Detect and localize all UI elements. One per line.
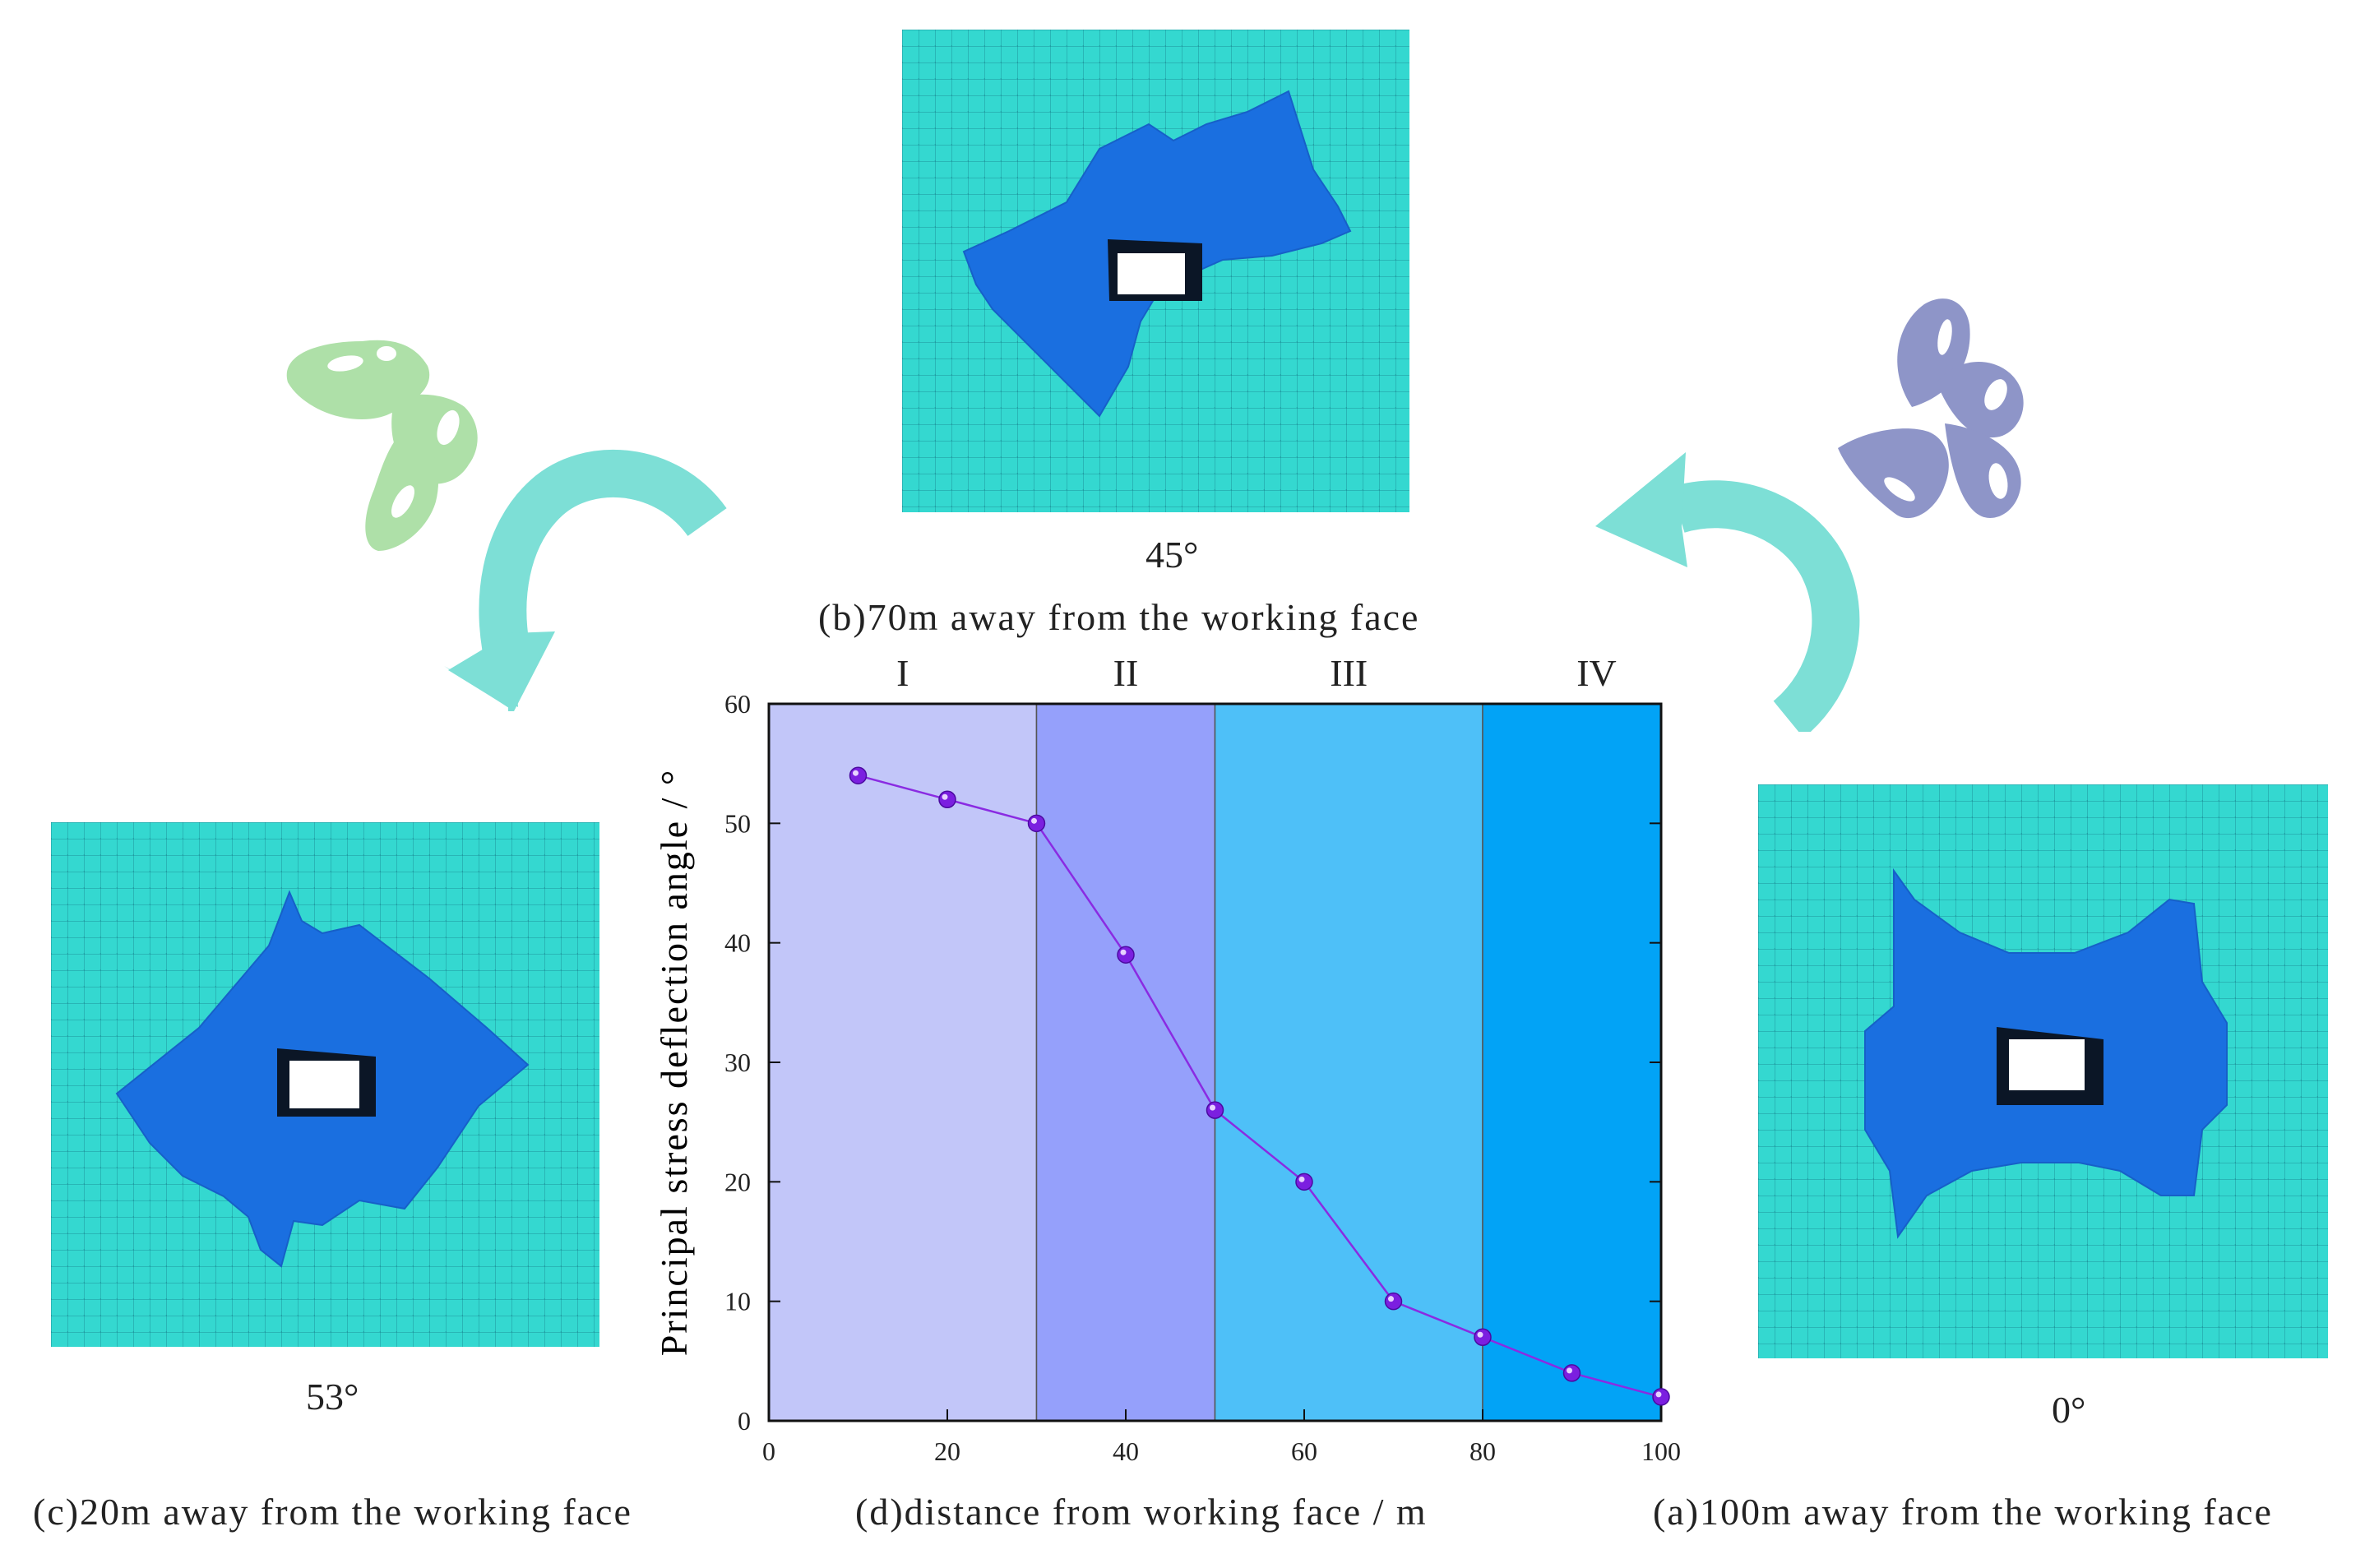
data-point — [1562, 1364, 1581, 1382]
y-tick-label: 20 — [724, 1167, 751, 1196]
data-point — [1474, 1328, 1492, 1347]
x-tick-label: 80 — [1469, 1436, 1496, 1466]
data-point-highlight — [1567, 1367, 1572, 1374]
curved-arrow-right-icon — [1595, 452, 1860, 732]
data-point-highlight — [1210, 1104, 1215, 1111]
region-label-2: II — [1113, 652, 1139, 694]
data-point-highlight — [942, 793, 948, 800]
x-tick-label: 0 — [762, 1436, 775, 1466]
data-point — [938, 790, 956, 809]
y-tick-label: 50 — [724, 808, 751, 838]
data-point-highlight — [1120, 949, 1127, 955]
data-point — [1652, 1388, 1670, 1406]
mesh-panel-c — [51, 822, 599, 1347]
tunnel-opening-b — [1118, 253, 1185, 294]
data-point-highlight — [1655, 1391, 1662, 1398]
angle-label-a: 0° — [2052, 1389, 2086, 1431]
region-labels: I II III IV — [896, 652, 1617, 694]
curved-arrow-left-icon — [444, 449, 727, 711]
data-point — [849, 766, 868, 784]
data-point — [1384, 1292, 1403, 1311]
data-point-highlight — [1031, 817, 1037, 824]
region-band-1 — [768, 703, 1038, 1422]
region-band-2 — [1035, 703, 1216, 1422]
y-tick-label: 40 — [724, 928, 751, 958]
region-label-3: III — [1330, 652, 1368, 694]
y-tick-label: 60 — [724, 689, 751, 719]
y-tick-label: 0 — [738, 1406, 751, 1436]
series-polyline — [858, 774, 1662, 1399]
x-tick-label: 60 — [1291, 1436, 1317, 1466]
y-tick-label: 30 — [724, 1048, 751, 1077]
region-band-4 — [1482, 703, 1662, 1422]
region-label-4: IV — [1576, 652, 1617, 694]
butterfly-left-icon — [286, 340, 478, 551]
region-band-3 — [1214, 703, 1483, 1422]
tunnel-opening-a — [2009, 1039, 2085, 1090]
region-bands — [768, 703, 1662, 1422]
tunnel-opening-c — [289, 1061, 359, 1108]
angle-label-b: 45° — [1145, 534, 1199, 576]
x-axis-label: (d)distance from working face / m — [855, 1491, 1428, 1533]
angle-label-c: 53° — [306, 1376, 359, 1418]
data-point — [1295, 1173, 1313, 1191]
x-tick-label: 20 — [934, 1436, 960, 1466]
caption-b: (b)70m away from the working face — [818, 596, 1420, 638]
data-point-highlight — [1388, 1296, 1394, 1302]
data-point-highlight — [853, 770, 859, 776]
butterfly-right-icon — [1838, 298, 2024, 519]
data-point — [1117, 946, 1135, 964]
caption-a: (a)100m away from the working face — [1653, 1491, 2273, 1533]
x-axis-ticks: 0 20 40 60 80 100 — [762, 1409, 1681, 1466]
x-tick-label: 40 — [1113, 1436, 1139, 1466]
data-point — [1206, 1101, 1224, 1119]
region-label-1: I — [896, 652, 909, 694]
y-axis-ticks: 0 10 20 30 40 50 60 — [724, 689, 1661, 1436]
caption-c: (c)20m away from the working face — [33, 1491, 632, 1533]
y-axis-label: Principal stress deflection angle / ° — [653, 769, 695, 1357]
mesh-panel-b — [902, 30, 1409, 512]
data-point — [1027, 814, 1046, 833]
data-point-highlight — [1298, 1176, 1305, 1182]
data-point-highlight — [1477, 1331, 1483, 1338]
series-line — [849, 766, 1670, 1406]
y-tick-label: 10 — [724, 1287, 751, 1316]
x-tick-label: 100 — [1641, 1436, 1681, 1466]
mesh-panel-a — [1758, 784, 2328, 1358]
